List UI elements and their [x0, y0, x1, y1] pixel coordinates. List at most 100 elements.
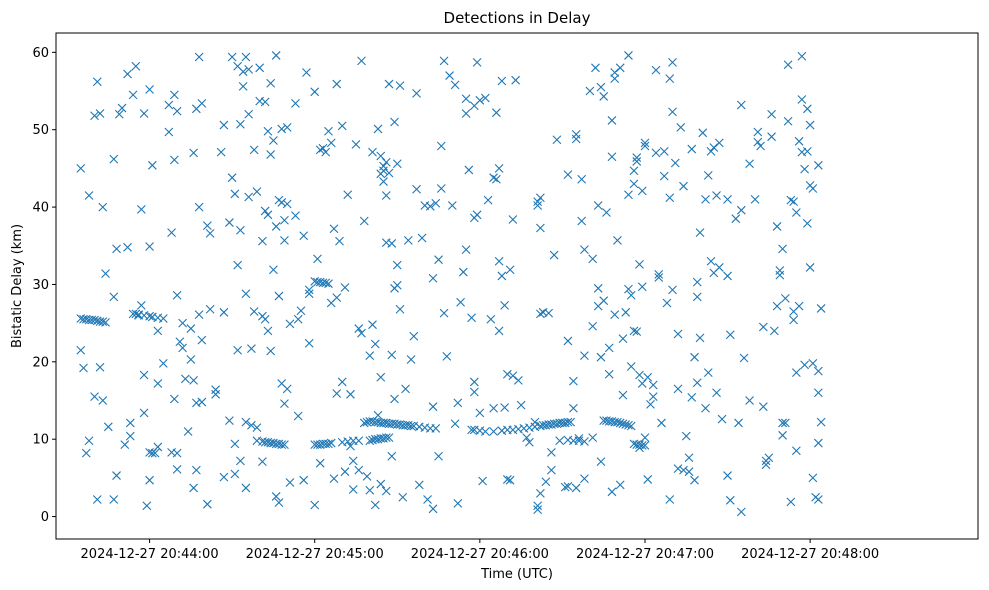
data-point	[635, 443, 644, 453]
data-point	[500, 403, 510, 412]
data-point	[291, 99, 300, 108]
data-point	[736, 507, 746, 517]
data-point	[172, 464, 182, 474]
data-point	[780, 418, 790, 428]
data-point	[769, 326, 779, 336]
data-point	[324, 126, 333, 136]
data-point	[136, 300, 146, 310]
data-point	[329, 224, 339, 234]
data-point	[673, 329, 683, 339]
data-point	[574, 434, 584, 443]
data-point	[439, 308, 449, 318]
data-point	[464, 165, 474, 175]
data-point	[453, 499, 463, 508]
data-point	[431, 198, 441, 208]
data-point	[690, 475, 699, 485]
data-point	[376, 372, 386, 382]
data-point	[750, 194, 760, 204]
data-point	[128, 90, 138, 100]
data-point	[593, 201, 603, 210]
data-point	[335, 236, 344, 246]
data-point	[219, 307, 229, 317]
data-point	[489, 403, 498, 413]
data-point	[417, 233, 427, 243]
data-point	[412, 184, 421, 194]
data-point	[390, 117, 399, 127]
data-point	[205, 304, 215, 314]
data-point	[434, 451, 443, 461]
data-point	[167, 228, 176, 238]
data-point	[651, 148, 661, 158]
data-point	[712, 191, 721, 200]
data-point	[260, 206, 270, 216]
data-point	[571, 129, 581, 139]
data-point	[260, 314, 270, 324]
data-point	[169, 90, 179, 100]
data-point	[326, 138, 336, 148]
data-point	[90, 315, 99, 325]
data-point	[629, 326, 639, 336]
data-point	[632, 153, 642, 162]
data-point	[684, 453, 694, 463]
data-point	[260, 97, 270, 107]
data-point	[513, 376, 523, 385]
data-point	[280, 215, 289, 225]
data-point	[392, 280, 402, 290]
data-point	[701, 403, 710, 413]
data-point	[266, 78, 276, 88]
data-point	[340, 467, 350, 477]
data-point	[536, 223, 545, 233]
data-point	[384, 79, 394, 89]
data-point	[626, 421, 636, 431]
data-point	[588, 433, 598, 443]
data-point	[406, 421, 416, 431]
data-point	[604, 369, 614, 379]
data-point	[304, 289, 314, 299]
data-point	[786, 497, 796, 507]
data-point	[522, 433, 532, 443]
data-point	[637, 282, 647, 292]
data-point	[563, 170, 573, 179]
data-point	[816, 417, 826, 427]
data-point	[211, 389, 221, 399]
data-point	[657, 418, 666, 428]
data-point	[84, 436, 94, 446]
data-point	[640, 433, 650, 443]
data-point	[791, 208, 801, 217]
data-point	[428, 273, 438, 283]
data-point	[640, 138, 650, 148]
data-point	[813, 160, 823, 170]
data-point	[150, 448, 160, 458]
data-point	[813, 438, 823, 448]
data-point	[580, 245, 589, 255]
data-point	[274, 291, 284, 301]
data-point	[679, 181, 688, 191]
data-point	[236, 119, 245, 129]
data-point	[189, 483, 199, 493]
data-point	[244, 192, 254, 202]
data-point	[238, 81, 248, 91]
data-point	[602, 208, 611, 217]
data-point	[324, 279, 333, 289]
data-point	[134, 311, 143, 320]
data-point	[365, 436, 375, 446]
data-point	[563, 481, 573, 491]
data-point	[596, 352, 606, 362]
data-point	[695, 228, 705, 238]
data-point	[533, 505, 543, 514]
data-point	[81, 448, 91, 458]
data-point	[502, 475, 512, 484]
data-point	[640, 440, 650, 450]
data-point	[302, 68, 311, 77]
data-point	[494, 326, 504, 336]
data-point	[549, 250, 559, 260]
x-tick-label: 2024-12-27 20:44:00	[81, 547, 219, 562]
data-point	[189, 148, 199, 158]
data-point	[252, 187, 262, 196]
data-point	[172, 448, 182, 458]
data-point	[315, 458, 325, 468]
data-point	[293, 411, 303, 421]
data-point	[368, 147, 377, 157]
data-point	[354, 436, 364, 446]
data-point	[775, 266, 785, 275]
